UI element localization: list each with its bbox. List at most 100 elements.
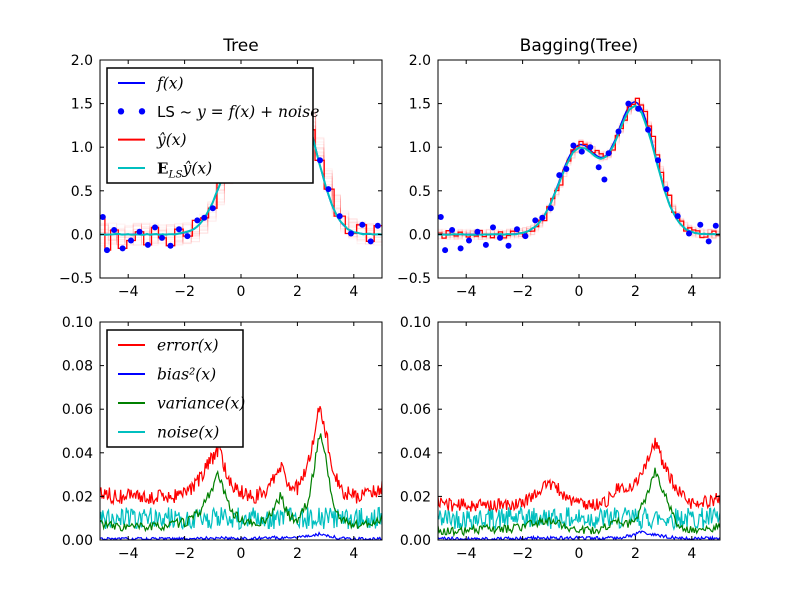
data-point [184,233,191,240]
legend-label: LS ~ y = f(x) + noise [157,103,319,121]
y-tick-label: 1.0 [409,140,431,156]
y-tick-label: 1.5 [71,97,93,113]
data-point [697,221,704,228]
series-variance [100,433,382,533]
y-tick-label: 0.5 [409,184,431,200]
legend-dot-sample [117,108,125,115]
data-point [100,214,106,220]
axes: −4 −2 0 2 4 −0.5 0.0 0.5 1.0 1.5 2.0 [397,53,721,300]
series-noise [438,505,720,532]
legend-label: error(x) [157,337,219,355]
y-tick-label: 0.00 [62,533,93,549]
data-point [522,233,529,240]
series-error [100,406,382,506]
data-point [194,217,201,224]
x-tick-label: −2 [174,284,195,300]
y-tick-label: 0.04 [400,446,431,462]
data-point [111,227,118,233]
data-point [201,214,208,221]
series-error [438,437,720,514]
data-point [570,142,577,149]
data-point [317,157,323,164]
legend-label: f(x) [156,75,184,93]
chart-bagging-predictions: −4 −2 0 2 4 −0.5 0.0 0.5 1.0 1.5 2.0 Bagging(Tree) [397,36,721,300]
data-point [442,247,449,254]
data-point [119,245,126,252]
series-bagging-prediction [438,97,720,239]
data-point [705,238,712,245]
data-point [490,224,496,231]
legend-label: variance(x) [157,395,245,413]
y-tick-label: −0.5 [59,271,93,287]
x-tick-label: 2 [293,284,302,300]
legend-label: bias²(x) [157,366,216,384]
data-point [712,222,719,229]
data-point [167,242,174,249]
data-point [348,230,354,237]
y-tick-label: 0.04 [62,446,93,462]
chart-bagging-error-decomposition: −4 −2 0 2 4 0.00 0.02 0.04 0.06 0.08 0.10 [400,315,721,562]
chart-tree-predictions: −4 −2 0 2 4 −0.5 0.0 0.5 1.0 1.5 2.0 Tree f(x) LS ~ y… [59,36,383,300]
data-point [336,213,343,220]
plot-area [438,97,720,254]
data-point [645,126,652,133]
y-tick-label: 0.0 [409,227,431,243]
x-tick-label: 4 [687,546,696,562]
data-point [663,186,670,193]
axes: −4 −2 0 2 4 0.00 0.02 0.04 0.06 0.08 0.10 [400,315,721,562]
y-tick-label: 1.5 [409,97,431,113]
x-tick-label: −4 [118,284,139,300]
data-point [136,228,143,235]
y-tick-label: 0.02 [400,489,431,505]
x-tick-label: −4 [456,546,477,562]
x-tick-label: 4 [349,284,358,300]
y-tick-label: 0.00 [400,533,431,549]
data-point [325,186,332,193]
series-ensemble-predictions [438,99,720,240]
data-point [635,105,642,112]
data-point [457,245,464,252]
legend-label: ŷ(x) [156,131,187,149]
data-point [482,241,489,248]
y-tick-label: 0.0 [71,227,93,243]
legend-dot-sample [138,108,146,115]
x-tick-label: 4 [687,284,696,300]
data-point [104,247,110,254]
y-tick-label: 0.10 [400,315,431,331]
y-tick-label: 0.06 [400,402,431,418]
data-point [595,164,602,171]
legend: f(x) LS ~ y = f(x) + noise ŷ(x) ELSŷ(x) [106,67,319,184]
data-point [532,217,539,224]
data-point [615,128,622,135]
data-point [466,237,472,244]
data-point [159,234,165,241]
data-point [505,242,512,249]
data-point [209,205,216,212]
data-point [601,176,608,183]
y-tick-label: 2.0 [71,53,93,69]
x-tick-label: −2 [512,284,533,300]
chart-title: Tree [222,36,258,56]
x-tick-label: 2 [631,284,640,300]
series-ensemble-predictions [438,98,720,240]
y-tick-label: −0.5 [397,271,431,287]
y-tick-label: 0.08 [62,359,93,375]
data-point [605,150,612,157]
data-point [128,237,134,244]
data-point [655,157,661,164]
data-point [367,238,374,245]
chart-tree-error-decomposition: −4 −2 0 2 4 0.00 0.02 0.04 0.06 0.08 0.10 error(x) b… [62,315,383,562]
y-tick-label: 2.0 [409,53,431,69]
x-tick-label: 0 [237,284,246,300]
series-ls-samples [438,100,719,254]
data-point [686,230,692,237]
series-ensemble-predictions [438,102,720,240]
data-point [514,226,520,233]
x-tick-label: 0 [575,546,584,562]
chart-title: Bagging(Tree) [520,36,639,56]
x-tick-label: 2 [631,546,640,562]
data-point [587,144,594,151]
y-tick-label: 0.06 [62,402,93,418]
